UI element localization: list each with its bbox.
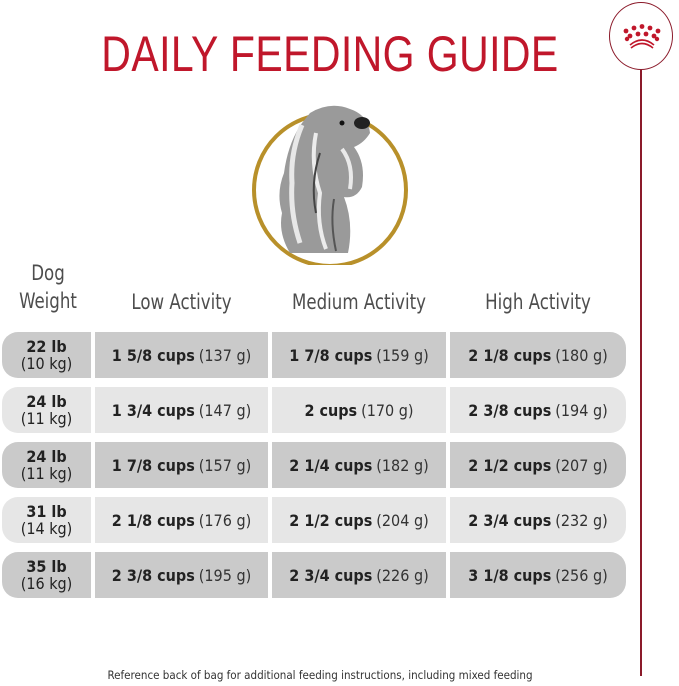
high-activity-cell: 2 1/8 cups (180 g): [450, 332, 626, 378]
high-activity-cell: 3 1/8 cups (256 g): [450, 552, 626, 598]
weight-cell: 35 lb (16 kg): [2, 552, 91, 598]
medium-activity-cell: 2 cups (170 g): [272, 387, 446, 433]
weight-cell: 24 lb (11 kg): [2, 442, 91, 488]
medium-activity-cell: 2 1/4 cups (182 g): [272, 442, 446, 488]
high-activity-cell: 2 3/8 cups (194 g): [450, 387, 626, 433]
medium-activity-cell: 2 3/4 cups (226 g): [272, 552, 446, 598]
brand-logo: [609, 2, 673, 70]
column-header-dog-weight: Dog Weight: [19, 261, 77, 313]
column-header-low-activity: Low Activity: [131, 290, 232, 314]
weight-cell: 24 lb (11 kg): [2, 387, 91, 433]
column-header-medium-activity: Medium Activity: [292, 290, 426, 314]
low-activity-cell: 1 5/8 cups (137 g): [95, 332, 268, 378]
weight-cell: 31 lb (14 kg): [2, 497, 91, 543]
footer-note: Reference back of bag for additional fee…: [107, 668, 533, 682]
high-activity-cell: 2 1/2 cups (207 g): [450, 442, 626, 488]
high-activity-cell: 2 3/4 cups (232 g): [450, 497, 626, 543]
low-activity-cell: 1 7/8 cups (157 g): [95, 442, 268, 488]
low-activity-cell: 2 1/8 cups (176 g): [95, 497, 268, 543]
medium-activity-cell: 2 1/2 cups (204 g): [272, 497, 446, 543]
weight-cell: 22 lb (10 kg): [2, 332, 91, 378]
dog-illustration: [279, 105, 370, 253]
page-title: DAILY FEEDING GUIDE: [101, 26, 559, 82]
medium-activity-cell: 1 7/8 cups (159 g): [272, 332, 446, 378]
brand-line: [640, 70, 642, 676]
column-header-high-activity: High Activity: [485, 290, 591, 314]
crown-icon: [623, 24, 661, 49]
low-activity-cell: 1 3/4 cups (147 g): [95, 387, 268, 433]
low-activity-cell: 2 3/8 cups (195 g): [95, 552, 268, 598]
dog-image: [250, 103, 410, 268]
